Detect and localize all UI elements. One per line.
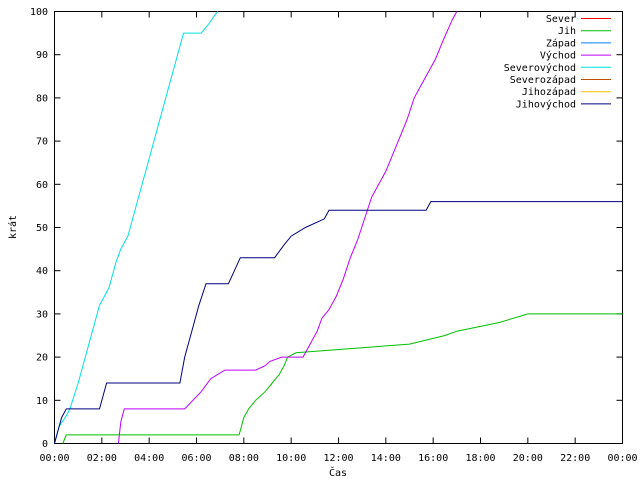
- x-tick-label: 18:00: [465, 453, 495, 464]
- y-tick-label: 60: [36, 180, 48, 191]
- y-tick-label: 80: [36, 93, 48, 104]
- legend-label: Jihozápad: [522, 86, 576, 98]
- x-tick-label: 22:00: [560, 453, 590, 464]
- y-tick-label: 100: [30, 7, 48, 18]
- y-tick-label: 10: [36, 396, 48, 407]
- x-tick-label: 16:00: [418, 453, 448, 464]
- x-tick-label: 20:00: [513, 453, 543, 464]
- legend-label: Západ: [546, 37, 576, 49]
- legend: SeverJihZápadVýchodSeverovýchodSeverozáp…: [504, 14, 611, 110]
- series-line-3: [117, 11, 458, 444]
- legend-label: Severovýchod: [504, 62, 576, 74]
- x-axis-title: Čas: [329, 466, 347, 479]
- x-tick-label: 02:00: [87, 453, 117, 464]
- legend-label: Jihovýchod: [516, 98, 576, 110]
- series-lines: [54, 11, 623, 444]
- y-tick-label: 0: [42, 439, 48, 450]
- x-tick-label: 00:00: [39, 453, 69, 464]
- x-tick-label: 04:00: [134, 453, 164, 464]
- y-tick-label: 50: [36, 223, 48, 234]
- x-tick-label: 00:00: [607, 453, 637, 464]
- y-tick-label: 70: [36, 137, 48, 148]
- x-tick-label: 12:00: [323, 453, 353, 464]
- y-tick-label: 40: [36, 266, 48, 277]
- x-tick-label: 08:00: [229, 453, 259, 464]
- y-tick-label: 90: [36, 50, 48, 61]
- x-tick-label: 10:00: [276, 453, 306, 464]
- x-axis: 00:00 02:00 04:00 06:00 08:00 10:00 12:00 14:00…: [39, 11, 638, 464]
- series-line-1: [62, 313, 623, 444]
- legend-label: Sever: [546, 14, 576, 25]
- series-line-7: [54, 201, 623, 444]
- legend-label: Severozápad: [510, 74, 576, 86]
- y-tick-label: 20: [36, 353, 48, 364]
- legend-label: Východ: [540, 50, 576, 62]
- legend-label: Jih: [558, 26, 576, 37]
- series-line-4: [54, 11, 219, 444]
- y-axis: 0 10 20 30 40 50 60 70 80 90 100: [30, 7, 623, 450]
- x-tick-label: 06:00: [181, 453, 211, 464]
- x-tick-label: 14:00: [371, 453, 401, 464]
- y-tick-label: 30: [36, 309, 48, 320]
- y-axis-title: krát: [7, 215, 19, 239]
